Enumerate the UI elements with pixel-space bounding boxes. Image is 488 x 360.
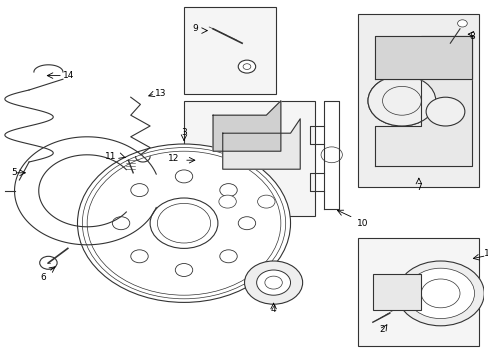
Circle shape [175, 170, 192, 183]
Text: 4: 4 [270, 305, 276, 314]
Text: 9: 9 [192, 24, 198, 33]
Polygon shape [374, 36, 471, 79]
Circle shape [238, 217, 255, 230]
Circle shape [256, 270, 290, 295]
Text: 10: 10 [357, 219, 368, 228]
Circle shape [150, 198, 218, 248]
Circle shape [243, 64, 250, 69]
Text: 7: 7 [415, 183, 421, 192]
Text: 2: 2 [379, 325, 385, 334]
Circle shape [367, 76, 435, 126]
Circle shape [219, 250, 237, 263]
Bar [183, 7, 275, 94]
Circle shape [367, 76, 435, 126]
Circle shape [425, 97, 464, 126]
Circle shape [40, 256, 57, 269]
Text: 5: 5 [12, 168, 18, 177]
Text: 6: 6 [41, 273, 46, 282]
Circle shape [238, 60, 255, 73]
Text: 14: 14 [63, 71, 74, 80]
Bar [183, 101, 314, 216]
Text: 13: 13 [155, 89, 166, 98]
Circle shape [112, 217, 129, 230]
Polygon shape [374, 36, 471, 166]
Circle shape [219, 195, 236, 208]
Text: 8: 8 [469, 32, 474, 41]
Text: 11: 11 [104, 152, 116, 161]
Circle shape [396, 261, 483, 326]
Circle shape [77, 144, 290, 302]
Circle shape [457, 20, 467, 27]
Circle shape [257, 195, 274, 208]
Circle shape [130, 184, 148, 197]
Circle shape [175, 264, 192, 276]
Circle shape [219, 184, 237, 197]
Bar [358, 238, 478, 346]
Text: 12: 12 [167, 154, 179, 163]
Circle shape [406, 268, 473, 319]
Circle shape [430, 86, 469, 115]
Bar [358, 14, 478, 187]
Bar [372, 274, 421, 310]
Circle shape [130, 250, 148, 263]
Polygon shape [213, 101, 280, 151]
Text: 3: 3 [181, 128, 186, 137]
Circle shape [244, 261, 302, 304]
Polygon shape [223, 119, 300, 169]
Text: 1: 1 [483, 249, 488, 258]
